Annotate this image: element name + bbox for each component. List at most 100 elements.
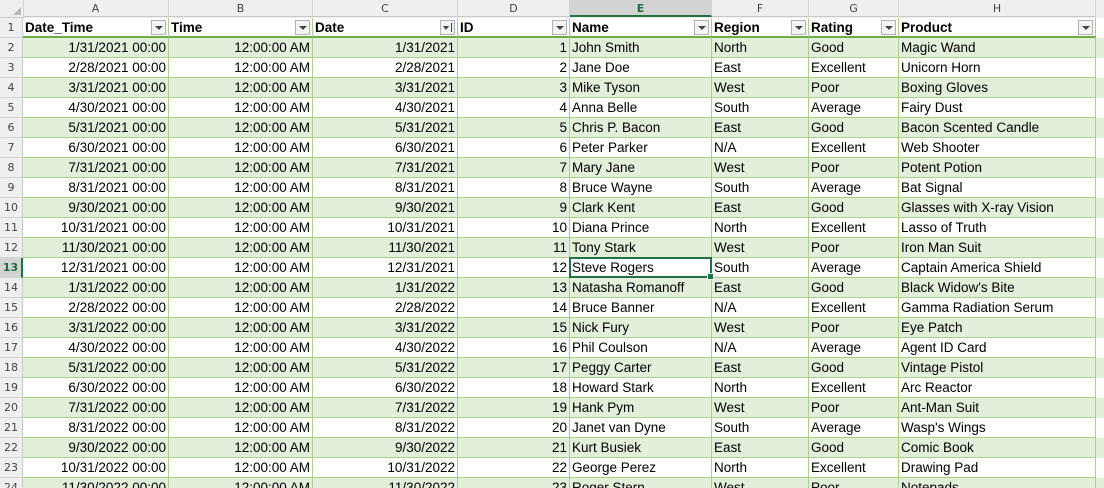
cell-region[interactable]: South — [712, 98, 809, 118]
cell-name[interactable]: Peter Parker — [570, 138, 712, 158]
cell-time[interactable]: 12:00:00 AM — [169, 118, 313, 138]
cell-date[interactable]: 12/31/2021 — [313, 258, 458, 278]
row-number-9[interactable]: 9 — [0, 178, 23, 198]
cell-name[interactable]: Clark Kent — [570, 198, 712, 218]
cell-date[interactable]: 11/30/2021 — [313, 238, 458, 258]
cell-date[interactable]: 6/30/2021 — [313, 138, 458, 158]
filter-dropdown-icon[interactable] — [295, 20, 310, 35]
row-number-21[interactable]: 21 — [0, 418, 23, 438]
cell-name[interactable]: Bruce Banner — [570, 298, 712, 318]
cell-rating[interactable]: Poor — [809, 398, 899, 418]
cell-time[interactable]: 12:00:00 AM — [169, 198, 313, 218]
cell-rating[interactable]: Excellent — [809, 138, 899, 158]
cell-date-time[interactable]: 12/31/2021 00:00 — [23, 258, 169, 278]
header-cell-date[interactable]: Date — [313, 18, 458, 38]
cell-time[interactable]: 12:00:00 AM — [169, 318, 313, 338]
cell-name[interactable]: Steve Rogers — [570, 258, 712, 278]
cell-region[interactable]: West — [712, 318, 809, 338]
filter-dropdown-icon[interactable] — [151, 20, 166, 35]
cell-rating[interactable]: Average — [809, 178, 899, 198]
row-number-12[interactable]: 12 — [0, 238, 23, 258]
column-letter-b[interactable]: B — [169, 0, 313, 17]
cell-id[interactable]: 7 — [458, 158, 570, 178]
header-cell-date-time[interactable]: Date_Time — [23, 18, 169, 38]
cell-id[interactable]: 9 — [458, 198, 570, 218]
cell-region[interactable]: East — [712, 198, 809, 218]
cell-id[interactable]: 12 — [458, 258, 570, 278]
cell-date[interactable]: 7/31/2022 — [313, 398, 458, 418]
cell-id[interactable]: 14 — [458, 298, 570, 318]
cell-rating[interactable]: Poor — [809, 318, 899, 338]
header-cell-time[interactable]: Time — [169, 18, 313, 38]
cell-product[interactable]: Ant-Man Suit — [899, 398, 1096, 418]
cell-product[interactable]: Boxing Gloves — [899, 78, 1096, 98]
row-number-10[interactable]: 10 — [0, 198, 23, 218]
cell-name[interactable]: Tony Stark — [570, 238, 712, 258]
row-number-22[interactable]: 22 — [0, 438, 23, 458]
cell-time[interactable]: 12:00:00 AM — [169, 98, 313, 118]
row-number-11[interactable]: 11 — [0, 218, 23, 238]
cell-rating[interactable]: Average — [809, 338, 899, 358]
cell-id[interactable]: 6 — [458, 138, 570, 158]
cell-id[interactable]: 3 — [458, 78, 570, 98]
cell-rating[interactable]: Excellent — [809, 58, 899, 78]
cell-date[interactable]: 9/30/2021 — [313, 198, 458, 218]
cell-time[interactable]: 12:00:00 AM — [169, 338, 313, 358]
column-letter-e[interactable]: E — [570, 0, 712, 17]
cell-name[interactable]: Janet van Dyne — [570, 418, 712, 438]
column-letter-d[interactable]: D — [458, 0, 570, 17]
cell-time[interactable]: 12:00:00 AM — [169, 218, 313, 238]
cell-product[interactable]: Vintage Pistol — [899, 358, 1096, 378]
cell-date[interactable]: 8/31/2021 — [313, 178, 458, 198]
cell-rating[interactable]: Good — [809, 438, 899, 458]
cell-product[interactable]: Wasp's Wings — [899, 418, 1096, 438]
cell-time[interactable]: 12:00:00 AM — [169, 158, 313, 178]
cell-product[interactable]: Iron Man Suit — [899, 238, 1096, 258]
cell-time[interactable]: 12:00:00 AM — [169, 418, 313, 438]
cell-name[interactable]: Roger Stern — [570, 478, 712, 488]
cell-date[interactable]: 5/31/2022 — [313, 358, 458, 378]
cell-name[interactable]: Diana Prince — [570, 218, 712, 238]
cell-region[interactable]: East — [712, 358, 809, 378]
cell-rating[interactable]: Good — [809, 38, 899, 58]
column-letter-f[interactable]: F — [712, 0, 809, 17]
cell-product[interactable]: Lasso of Truth — [899, 218, 1096, 238]
cell-region[interactable]: West — [712, 398, 809, 418]
filter-dropdown-icon[interactable] — [881, 20, 896, 35]
cell-time[interactable]: 12:00:00 AM — [169, 58, 313, 78]
cell-time[interactable]: 12:00:00 AM — [169, 278, 313, 298]
cell-name[interactable]: Jane Doe — [570, 58, 712, 78]
cell-product[interactable]: Gamma Radiation Serum — [899, 298, 1096, 318]
cell-name[interactable]: Anna Belle — [570, 98, 712, 118]
column-letter-c[interactable]: C — [313, 0, 458, 17]
cell-time[interactable]: 12:00:00 AM — [169, 298, 313, 318]
cell-date-time[interactable]: 6/30/2022 00:00 — [23, 378, 169, 398]
cell-id[interactable]: 21 — [458, 438, 570, 458]
cell-date-time[interactable]: 1/31/2022 00:00 — [23, 278, 169, 298]
cell-time[interactable]: 12:00:00 AM — [169, 458, 313, 478]
cell-rating[interactable]: Good — [809, 198, 899, 218]
cell-rating[interactable]: Excellent — [809, 378, 899, 398]
row-number-20[interactable]: 20 — [0, 398, 23, 418]
cell-date[interactable]: 8/31/2022 — [313, 418, 458, 438]
row-number-15[interactable]: 15 — [0, 298, 23, 318]
cell-date-time[interactable]: 4/30/2021 00:00 — [23, 98, 169, 118]
column-letter-g[interactable]: G — [809, 0, 899, 17]
cell-rating[interactable]: Good — [809, 118, 899, 138]
cell-time[interactable]: 12:00:00 AM — [169, 238, 313, 258]
cell-date-time[interactable]: 9/30/2022 00:00 — [23, 438, 169, 458]
cell-id[interactable]: 19 — [458, 398, 570, 418]
cell-date-time[interactable]: 3/31/2022 00:00 — [23, 318, 169, 338]
cell-name[interactable]: George Perez — [570, 458, 712, 478]
cell-date-time[interactable]: 8/31/2021 00:00 — [23, 178, 169, 198]
cell-date-time[interactable]: 11/30/2022 00:00 — [23, 478, 169, 488]
cell-date-time[interactable]: 10/31/2022 00:00 — [23, 458, 169, 478]
cell-date[interactable]: 10/31/2021 — [313, 218, 458, 238]
cell-date[interactable]: 4/30/2021 — [313, 98, 458, 118]
cell-date[interactable]: 3/31/2022 — [313, 318, 458, 338]
cell-region[interactable]: South — [712, 418, 809, 438]
cell-name[interactable]: Chris P. Bacon — [570, 118, 712, 138]
cell-product[interactable]: Drawing Pad — [899, 458, 1096, 478]
cell-date[interactable]: 5/31/2021 — [313, 118, 458, 138]
row-number-13[interactable]: 13 — [0, 258, 23, 278]
